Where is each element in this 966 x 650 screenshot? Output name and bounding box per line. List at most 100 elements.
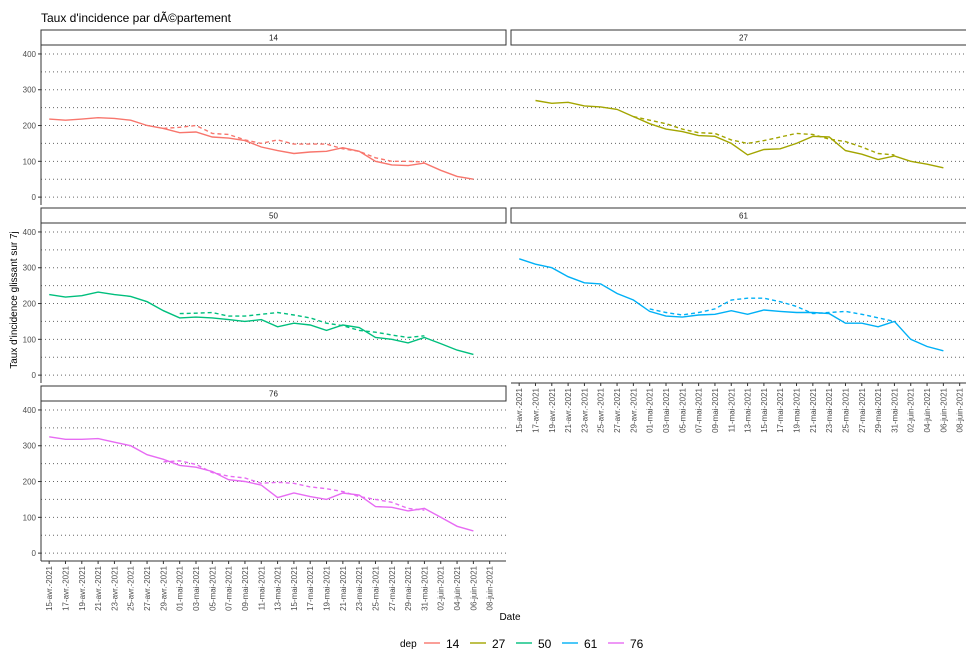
x-tick-label: 17-avr.-2021 <box>61 565 70 610</box>
x-tick-label: 05-mai-2021 <box>208 565 217 610</box>
series-line-dashed <box>163 124 425 163</box>
x-tick-label: 27-mai-2021 <box>388 565 397 610</box>
x-tick-label: 15-mai-2021 <box>290 565 299 610</box>
legend-label: 76 <box>630 637 644 650</box>
x-tick-label: 29-mai-2021 <box>404 565 413 610</box>
x-tick-label: 19-mai-2021 <box>323 565 332 610</box>
y-tick-label: 200 <box>23 300 37 309</box>
legend-label: 14 <box>446 637 460 650</box>
x-tick-label: 21-avr.-2021 <box>94 565 103 610</box>
x-tick-label: 06-juin-2021 <box>469 565 478 610</box>
x-tick-label: 15-mai-2021 <box>760 387 769 432</box>
x-tick-label: 25-mai-2021 <box>371 565 380 610</box>
x-tick-label: 31-mai-2021 <box>420 565 429 610</box>
y-tick-label: 200 <box>23 478 37 487</box>
x-tick-label: 04-juin-2021 <box>453 565 462 610</box>
y-tick-label: 100 <box>23 157 37 166</box>
x-tick-label: 07-mai-2021 <box>695 387 704 432</box>
x-tick-label: 13-mai-2021 <box>744 387 753 432</box>
x-tick-label: 11-mai-2021 <box>257 565 266 610</box>
series-line <box>49 116 474 180</box>
x-tick-label: 09-mai-2021 <box>241 565 250 610</box>
y-tick-label: 300 <box>23 264 37 273</box>
x-tick-label: 05-mai-2021 <box>678 387 687 432</box>
x-tick-label: 27-mai-2021 <box>858 387 867 432</box>
x-tick-label: 15-avr.-2021 <box>515 387 524 432</box>
y-tick-label: 400 <box>23 406 37 415</box>
chart-title: Taux d'incidence par dÃ©partement <box>41 11 232 25</box>
y-tick-label: 200 <box>23 122 37 131</box>
legend-title: dep <box>400 639 417 650</box>
legend-label: 27 <box>492 637 506 650</box>
x-tick-label: 02-juin-2021 <box>907 387 916 432</box>
panel-lines <box>535 99 944 169</box>
x-tick-label: 29-avr.-2021 <box>629 387 638 432</box>
legend-label: 50 <box>538 637 552 650</box>
y-tick-label: 0 <box>32 193 37 202</box>
x-tick-label: 21-mai-2021 <box>339 565 348 610</box>
y-tick-label: 300 <box>23 86 37 95</box>
x-tick-label: 01-mai-2021 <box>646 387 655 432</box>
x-tick-label: 23-avr.-2021 <box>580 387 589 432</box>
strip <box>510 207 966 224</box>
x-tick-label: 21-mai-2021 <box>809 387 818 432</box>
x-tick-label: 23-avr.-2021 <box>110 565 119 610</box>
strip-label: 76 <box>269 390 278 399</box>
x-tick-label: 13-mai-2021 <box>274 565 283 610</box>
x-tick-label: 02-juin-2021 <box>437 565 446 610</box>
strip-label: 50 <box>269 212 278 221</box>
strip-label: 61 <box>739 212 748 221</box>
legend-label: 61 <box>584 637 598 650</box>
series-line <box>49 436 474 532</box>
strip <box>40 29 507 46</box>
series-line-dashed <box>179 311 425 339</box>
x-tick-label: 29-mai-2021 <box>874 387 883 432</box>
y-tick-label: 0 <box>32 371 37 380</box>
x-tick-label: 19-avr.-2021 <box>548 387 557 432</box>
x-tick-label: 29-avr.-2021 <box>159 565 168 610</box>
x-tick-label: 25-avr.-2021 <box>127 565 136 610</box>
series-line <box>535 99 944 169</box>
x-tick-label: 31-mai-2021 <box>890 387 899 432</box>
x-tick-label: 03-mai-2021 <box>192 565 201 610</box>
x-tick-label: 21-avr.-2021 <box>564 387 573 432</box>
x-tick-label: 17-mai-2021 <box>776 387 785 432</box>
series-line-dashed <box>633 115 895 156</box>
y-tick-label: 0 <box>32 549 37 558</box>
panel-lines <box>518 258 944 352</box>
series-line-dashed <box>163 460 425 511</box>
x-tick-label: 19-mai-2021 <box>793 387 802 432</box>
series-line <box>49 291 474 356</box>
x-tick-label: 23-mai-2021 <box>825 387 834 432</box>
x-tick-label: 06-juin-2021 <box>939 387 948 432</box>
x-tick-label: 17-avr.-2021 <box>531 387 540 432</box>
panel-lines <box>49 436 474 532</box>
series-line <box>518 258 944 352</box>
y-tick-label: 400 <box>23 50 37 59</box>
strip <box>510 29 966 46</box>
x-tick-label: 09-mai-2021 <box>711 387 720 432</box>
x-tick-label: 08-juin-2021 <box>486 565 495 610</box>
x-tick-label: 19-avr.-2021 <box>78 565 87 610</box>
x-tick-label: 04-juin-2021 <box>923 387 932 432</box>
panel-lines <box>49 116 474 180</box>
x-tick-label: 11-mai-2021 <box>727 387 736 432</box>
y-tick-label: 400 <box>23 228 37 237</box>
strip-label: 27 <box>739 34 748 43</box>
x-tick-label: 17-mai-2021 <box>306 565 315 610</box>
panel-lines <box>49 291 474 356</box>
x-tick-label: 15-avr.-2021 <box>45 565 54 610</box>
x-tick-label: 25-mai-2021 <box>841 387 850 432</box>
x-tick-label: 25-avr.-2021 <box>597 387 606 432</box>
strip-label: 14 <box>269 34 278 43</box>
x-tick-label: 01-mai-2021 <box>176 565 185 610</box>
y-tick-label: 300 <box>23 442 37 451</box>
x-tick-label: 27-avr.-2021 <box>143 565 152 610</box>
y-tick-label: 100 <box>23 335 37 344</box>
x-tick-label: 27-avr.-2021 <box>613 387 622 432</box>
x-tick-label: 07-mai-2021 <box>225 565 234 610</box>
strip <box>40 385 507 402</box>
x-tick-label: 08-juin-2021 <box>956 387 965 432</box>
x-axis-title: Date <box>499 612 521 623</box>
